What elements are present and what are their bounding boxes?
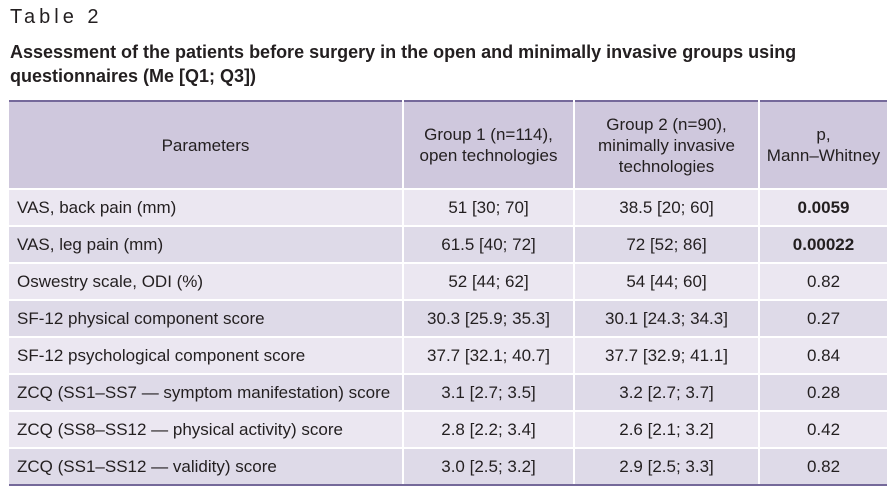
header-p-line1: p, bbox=[816, 125, 831, 144]
cell-p-value: 0.00022 bbox=[759, 225, 887, 263]
cell-p-value: 0.0059 bbox=[759, 188, 887, 226]
header-group1: Group 1 (n=114), open technologies bbox=[403, 100, 575, 189]
header-group2: Group 2 (n=90), minimally invasive techn… bbox=[574, 100, 760, 189]
table-row: ZCQ (SS1–SS12 — validity) score 3.0 [2.5;… bbox=[9, 447, 887, 486]
cell-parameter: Oswestry scale, ODI (%) bbox=[9, 262, 404, 300]
table-row: ZCQ (SS1–SS7 — symptom manifestation) sc… bbox=[9, 373, 887, 411]
table-caption: Assessment of the patients before surger… bbox=[10, 42, 797, 86]
cell-group2: 2.6 [2.1; 3.2] bbox=[574, 410, 760, 448]
table-row: Oswestry scale, ODI (%) 52 [44; 62] 54 [44… bbox=[9, 262, 887, 300]
header-parameters: Parameters bbox=[9, 100, 404, 189]
cell-group1: 61.5 [40; 72] bbox=[403, 225, 575, 263]
cell-group1: 30.3 [25.9; 35.3] bbox=[403, 299, 575, 337]
cell-parameter: ZCQ (SS1–SS7 — symptom manifestation) sc… bbox=[9, 373, 404, 411]
results-table: Parameters Group 1 (n=114), open technol… bbox=[9, 100, 887, 486]
cell-p-value: 0.84 bbox=[759, 336, 887, 374]
cell-group1: 51 [30; 70] bbox=[403, 188, 575, 226]
cell-group2: 3.2 [2.7; 3.7] bbox=[574, 373, 760, 411]
cell-group1: 37.7 [32.1; 40.7] bbox=[403, 336, 575, 374]
cell-p-value: 0.28 bbox=[759, 373, 887, 411]
cell-p-value: 0.82 bbox=[759, 262, 887, 300]
cell-parameter: SF-12 physical component score bbox=[9, 299, 404, 337]
table-number: Table 2 bbox=[10, 6, 103, 28]
header-group1-line2: open technologies bbox=[419, 146, 558, 165]
cell-parameter: SF-12 psychological component score bbox=[9, 336, 404, 374]
table-row: SF-12 physical component score 30.3 [25.9… bbox=[9, 299, 887, 337]
cell-group2: 2.9 [2.5; 3.3] bbox=[574, 447, 760, 486]
cell-group2: 30.1 [24.3; 34.3] bbox=[574, 299, 760, 337]
cell-group2: 72 [52; 86] bbox=[574, 225, 760, 263]
cell-parameter: ZCQ (SS1–SS12 — validity) score bbox=[9, 447, 404, 486]
cell-parameter: ZCQ (SS8–SS12 — physical activity) score bbox=[9, 410, 404, 448]
table-row: SF-12 psychological component score 37.7 … bbox=[9, 336, 887, 374]
cell-parameter: VAS, back pain (mm) bbox=[9, 188, 404, 226]
table-row: VAS, leg pain (mm) 61.5 [40; 72] 72 [52; 8… bbox=[9, 225, 887, 263]
cell-group1: 52 [44; 62] bbox=[403, 262, 575, 300]
header-p-line2: Mann–Whitney bbox=[766, 146, 881, 165]
cell-group2: 37.7 [32.9; 41.1] bbox=[574, 336, 760, 374]
header-row: Parameters Group 1 (n=114), open technol… bbox=[9, 100, 887, 189]
cell-group1: 3.0 [2.5; 3.2] bbox=[403, 447, 575, 486]
table-row: ZCQ (SS8–SS12 — physical activity) score… bbox=[9, 410, 887, 448]
cell-parameter: VAS, leg pain (mm) bbox=[9, 225, 404, 263]
header-group1-line1: Group 1 (n=114), bbox=[424, 125, 553, 144]
cell-group1: 2.8 [2.2; 3.4] bbox=[403, 410, 575, 448]
cell-group2: 38.5 [20; 60] bbox=[574, 188, 760, 226]
table-row: VAS, back pain (mm) 51 [30; 70] 38.5 [20; … bbox=[9, 188, 887, 226]
cell-p-value: 0.42 bbox=[759, 410, 887, 448]
cell-group1: 3.1 [2.7; 3.5] bbox=[403, 373, 575, 411]
cell-group2: 54 [44; 60] bbox=[574, 262, 760, 300]
header-p-value: p, Mann–Whitney bbox=[759, 100, 887, 189]
cell-p-value: 0.27 bbox=[759, 299, 887, 337]
table-body: VAS, back pain (mm) 51 [30; 70] 38.5 [20; … bbox=[9, 188, 887, 486]
header-group2-line1: Group 2 (n=90), bbox=[606, 114, 727, 134]
header-group2-line2: minimally invasive bbox=[598, 135, 735, 155]
header-group2-line3: technologies bbox=[618, 156, 715, 176]
cell-p-value: 0.82 bbox=[759, 447, 887, 486]
